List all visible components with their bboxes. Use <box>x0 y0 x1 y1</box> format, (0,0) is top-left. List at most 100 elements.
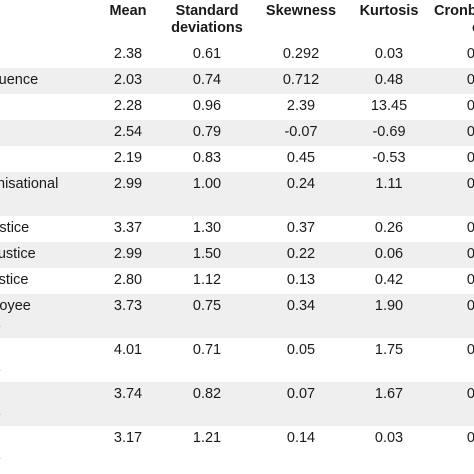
cell-sd: 1.30 <box>192 220 222 236</box>
table-row: employeement 3.73 0.75 0.34 1.90 0.8 <box>0 294 474 338</box>
cell-sd: 0.71 <box>192 342 222 358</box>
cell-variable-name: d influence <box>0 68 98 94</box>
variable-name-line: al <box>0 150 96 167</box>
cell-skewness: 0.292 <box>282 46 320 62</box>
cell-cronbach: 0.7 <box>466 386 474 402</box>
cell-mean: 3.17 <box>113 430 143 446</box>
cell-variable-name: onal <box>0 94 98 120</box>
header-kurtosis: Kurtosis <box>359 3 419 19</box>
cell-kurtosis: 1.75 <box>374 342 404 358</box>
cell-variable-name: TL <box>0 42 98 68</box>
cell-mean: 2.54 <box>113 124 143 140</box>
cell-kurtosis: 0.03 <box>374 46 404 62</box>
cell-kurtosis: 13.45 <box>370 98 408 114</box>
cell-kurtosis: 1.11 <box>375 176 403 192</box>
table-row: onal 2.28 0.96 2.39 13.45 0.8 <box>0 94 474 120</box>
cell-kurtosis: 0.06 <box>374 246 404 262</box>
cell-skewness: 0.07 <box>286 386 316 402</box>
table-row: ual 2.54 0.79 -0.07 -0.69 0.5 <box>0 120 474 146</box>
cell-cronbach: 0.5 <box>466 124 474 140</box>
cell-sd: 0.79 <box>192 124 222 140</box>
cell-mean: 2.28 <box>113 98 143 114</box>
cell-kurtosis: 1.67 <box>374 386 404 402</box>
cell-variable-name: ement <box>0 338 98 382</box>
cell-variable-name: vement <box>0 426 98 470</box>
table-header: es Mean Standard deviations Skewness Kur… <box>0 0 474 42</box>
table-row: d influence 2.03 0.74 0.712 0.48 0.7 <box>0 68 474 94</box>
cell-mean: 2.19 <box>113 150 143 166</box>
cell-cronbach: 0.7 <box>466 72 474 88</box>
cell-variable-name: al <box>0 146 98 172</box>
table-row: tive justice 2.99 1.50 0.22 0.06 0.9 <box>0 242 474 268</box>
cell-variable-name: ancement <box>0 382 98 426</box>
table-row: ve justice 2.80 1.12 0.13 0.42 0.9 <box>0 268 474 294</box>
cell-variable-name: employeement <box>0 294 98 338</box>
cell-kurtosis: 0.42 <box>374 272 404 288</box>
variable-name-line: employee <box>0 298 31 314</box>
variable-name-line: ment <box>0 315 96 332</box>
cell-sd: 1.12 <box>192 272 222 288</box>
variable-name-line: TL <box>0 46 96 63</box>
cell-variable-name: ve justice <box>0 268 98 294</box>
header-standard-deviations: Standard deviations <box>158 0 256 42</box>
cell-cronbach: 0.8 <box>466 298 474 314</box>
cell-mean: 3.73 <box>113 298 143 314</box>
cell-variable-name: organisational <box>0 172 98 216</box>
cell-skewness: 2.39 <box>286 98 316 114</box>
cell-kurtosis: 0.26 <box>374 220 404 236</box>
cell-mean: 4.01 <box>113 342 143 358</box>
cell-skewness: 0.37 <box>286 220 316 236</box>
table-row: ancement 3.74 0.82 0.07 1.67 0.7 <box>0 382 474 426</box>
table-row: ement 4.01 0.71 0.05 1.75 0.8 <box>0 338 474 382</box>
cell-kurtosis: 0.03 <box>374 430 404 446</box>
cell-skewness: 0.24 <box>286 176 316 192</box>
cell-cronbach: 0.8 <box>466 98 474 114</box>
cell-sd: 1.21 <box>192 430 222 446</box>
cell-cronbach: 0.9 <box>466 246 474 262</box>
table-row: vement 3.17 1.21 0.14 0.03 0.8 <box>0 426 474 470</box>
header-cronbach-line1: Cronbach <box>434 3 474 19</box>
cell-sd: 1.00 <box>192 176 222 192</box>
cell-sd: 0.61 <box>192 46 222 62</box>
cell-skewness: 0.34 <box>286 298 316 314</box>
cell-mean: 2.99 <box>113 176 143 192</box>
table-row: ral justice 3.37 1.30 0.37 0.26 0.8 <box>0 216 474 242</box>
cell-cronbach: 0.8 <box>466 342 474 358</box>
header-sd-line1: Standard <box>175 3 239 19</box>
table-row: al 2.19 0.83 0.45 -0.53 0.7 <box>0 146 474 172</box>
header-variable: es <box>0 0 98 42</box>
table-body: TL 2.38 0.61 0.292 0.03 0.8 d influence 2.03 0.7… <box>0 42 474 470</box>
cell-mean: 2.99 <box>113 246 143 262</box>
header-cronbach: Cronbach coeffic <box>432 0 474 42</box>
cell-cronbach: 0.7 <box>466 150 474 166</box>
cell-skewness: 0.45 <box>286 150 316 166</box>
header-row: es Mean Standard deviations Skewness Kur… <box>0 0 474 42</box>
cell-variable-name: tive justice <box>0 242 98 268</box>
variable-name-line: tive justice <box>0 246 36 262</box>
table-row: organisational 2.99 1.00 0.24 1.11 0.9 <box>0 172 474 216</box>
variable-name-line: organisational <box>0 176 59 192</box>
cell-variable-name: ual <box>0 120 98 146</box>
header-skewness: Skewness <box>265 3 337 19</box>
cell-sd: 0.83 <box>192 150 222 166</box>
cell-mean: 2.80 <box>113 272 143 288</box>
variable-name-line: ve <box>0 430 96 447</box>
cell-kurtosis: 1.90 <box>374 298 404 314</box>
table-row: TL 2.38 0.61 0.292 0.03 0.8 <box>0 42 474 68</box>
cell-skewness: 0.712 <box>282 72 320 88</box>
cell-mean: 2.38 <box>113 46 143 62</box>
cell-kurtosis: -0.53 <box>372 150 406 166</box>
variable-name-line: ual <box>0 124 96 141</box>
variable-name-line: e <box>0 342 96 359</box>
cell-mean: 3.37 <box>113 220 143 236</box>
cell-cronbach: 0.8 <box>466 46 474 62</box>
cell-mean: 3.74 <box>113 386 143 402</box>
cell-cronbach: 0.8 <box>466 220 474 236</box>
variable-name-line: ance <box>0 386 96 403</box>
variable-name-line: ment <box>0 359 96 376</box>
cell-cronbach: 0.9 <box>466 272 474 288</box>
cell-kurtosis: 0.48 <box>374 72 404 88</box>
cell-sd: 0.82 <box>192 386 222 402</box>
variable-name-line: ve justice <box>0 272 29 288</box>
